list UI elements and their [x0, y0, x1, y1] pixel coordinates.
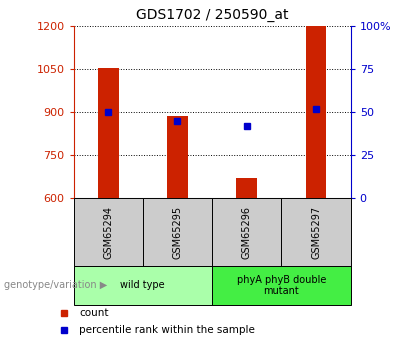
Text: GSM65294: GSM65294	[103, 206, 113, 258]
Text: genotype/variation ▶: genotype/variation ▶	[4, 280, 108, 290]
Text: wild type: wild type	[121, 280, 165, 290]
Text: count: count	[79, 308, 109, 318]
Bar	[74, 266, 212, 305]
Bar	[143, 198, 212, 266]
Bar	[236, 178, 257, 198]
Title: GDS1702 / 250590_at: GDS1702 / 250590_at	[136, 8, 289, 22]
Bar	[212, 198, 281, 266]
Bar	[98, 68, 118, 198]
Text: percentile rank within the sample: percentile rank within the sample	[79, 325, 255, 335]
Bar	[306, 26, 326, 198]
Bar	[212, 266, 351, 305]
Bar	[167, 116, 188, 198]
Text: GSM65296: GSM65296	[242, 206, 252, 258]
Text: phyA phyB double
mutant: phyA phyB double mutant	[237, 275, 326, 296]
Bar	[281, 198, 351, 266]
Text: GSM65295: GSM65295	[173, 206, 182, 258]
Text: GSM65297: GSM65297	[311, 206, 321, 258]
Bar	[74, 198, 143, 266]
